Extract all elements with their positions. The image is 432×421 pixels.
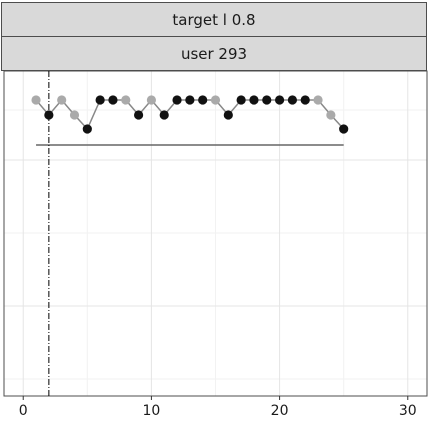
facet-strip-top: target l 0.8: [1, 2, 427, 37]
data-point: [198, 95, 208, 105]
data-point: [339, 124, 349, 134]
data-point: [210, 95, 221, 105]
data-point: [236, 95, 246, 105]
x-tick-label: 0: [19, 403, 28, 419]
data-point: [133, 110, 144, 120]
x-tick-label: 20: [271, 403, 289, 419]
data-point: [31, 95, 41, 105]
data-point: [313, 95, 323, 105]
data-point: [274, 95, 285, 105]
data-point: [223, 110, 233, 120]
data-point: [69, 110, 80, 120]
data-point: [249, 95, 259, 105]
data-point: [185, 95, 195, 105]
data-point: [44, 110, 54, 120]
data-point: [82, 124, 92, 134]
data-point: [108, 95, 118, 105]
facet-label-user: user 293: [180, 44, 248, 63]
x-tick-label: 30: [399, 403, 417, 419]
data-point: [159, 110, 169, 120]
data-point: [172, 95, 182, 105]
data-point: [326, 110, 336, 120]
data-point: [300, 95, 310, 105]
data-point: [146, 95, 157, 105]
data-point: [262, 95, 272, 105]
panel-border: [3, 70, 428, 397]
facet-label-target: target l 0.8: [172, 10, 256, 29]
data-point: [287, 95, 298, 105]
data-point: [95, 95, 105, 105]
data-point: [57, 95, 67, 105]
data-point: [121, 95, 131, 105]
x-tick-label: 10: [142, 403, 160, 419]
